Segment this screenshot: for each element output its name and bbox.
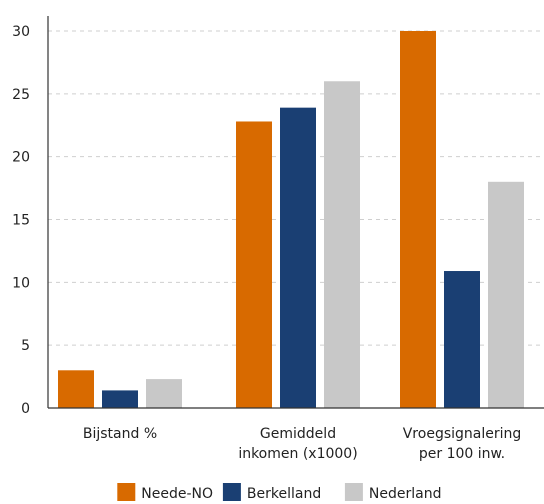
x-category-label: Gemiddeld bbox=[260, 426, 336, 442]
legend-label: Berkelland bbox=[247, 486, 321, 502]
legend-swatch bbox=[117, 483, 136, 501]
x-category-label: per 100 inw. bbox=[419, 446, 505, 462]
x-axis-categories: Bijstand % Gemiddeld inkomen (x1000) Vroegs… bbox=[83, 426, 521, 462]
bar-berkelland-0 bbox=[102, 390, 138, 408]
bar-neede-no-1 bbox=[236, 121, 272, 408]
legend-label: Neede-NO bbox=[141, 486, 213, 502]
x-category-label: inkomen (x1000) bbox=[238, 446, 357, 462]
bar-berkelland-2 bbox=[444, 271, 480, 408]
bar-nederland-0 bbox=[146, 379, 182, 408]
bar-berkelland-1 bbox=[280, 107, 316, 408]
legend: Neede-NO Berkelland Nederland bbox=[117, 483, 441, 502]
bar-nederland-2 bbox=[488, 181, 524, 408]
x-category-label: Bijstand % bbox=[83, 426, 157, 442]
legend-swatch bbox=[344, 483, 363, 501]
x-category-label: Vroegsignalering bbox=[403, 426, 522, 442]
y-tick-label: 20 bbox=[12, 150, 30, 166]
bar-neede-no-0 bbox=[58, 370, 94, 408]
y-tick-label: 5 bbox=[21, 338, 30, 354]
legend-label: Nederland bbox=[369, 486, 442, 502]
y-tick-label: 15 bbox=[12, 213, 30, 229]
y-tick-label: 30 bbox=[12, 24, 30, 40]
y-tick-label: 0 bbox=[21, 401, 30, 417]
y-tick-label: 10 bbox=[12, 275, 30, 291]
y-tick-label: 25 bbox=[12, 87, 30, 103]
bars bbox=[58, 31, 524, 409]
bar-neede-no-2 bbox=[400, 31, 436, 408]
legend-swatch bbox=[222, 483, 241, 501]
y-axis-ticks: 0 5 10 15 20 25 30 bbox=[12, 24, 30, 417]
bar-nederland-1 bbox=[324, 81, 360, 409]
